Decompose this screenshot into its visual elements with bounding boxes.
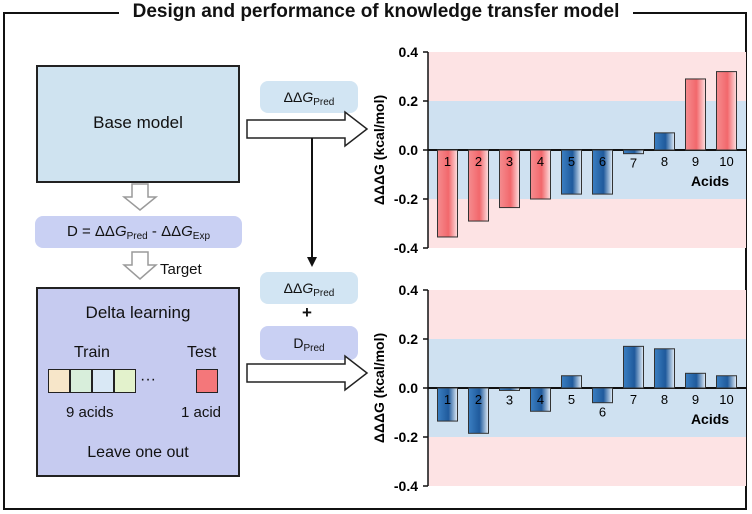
- y-tick-label: 0.4: [399, 282, 419, 298]
- x-axis-label: Acids: [691, 411, 729, 427]
- x-tick-label: 5: [568, 154, 575, 169]
- pred1-g: G: [302, 89, 314, 105]
- d-formula-mid: - ΔΔ: [147, 223, 182, 240]
- bar: [468, 387, 489, 434]
- bar: [685, 78, 706, 151]
- test-label: Test: [187, 344, 217, 361]
- y-tick-label: 0.2: [399, 93, 419, 109]
- pred-box-2: ΔΔGPred: [260, 272, 358, 304]
- bar: [716, 375, 737, 389]
- y-tick-label: -0.4: [394, 240, 418, 256]
- x-tick-label: 10: [719, 154, 733, 169]
- y-axis-label: ΔΔΔG (kcal/mol): [371, 95, 387, 205]
- ellipsis: ···: [140, 371, 156, 388]
- x-tick-label: 7: [630, 392, 637, 407]
- d-formula-sub2: Exp: [192, 231, 211, 242]
- x-tick-label: 2: [475, 392, 482, 407]
- bar: [530, 387, 551, 412]
- bar: [685, 372, 706, 389]
- x-tick-label: 4: [537, 392, 544, 407]
- delta-learning-title: Delta learning: [85, 303, 191, 322]
- y-tick-label: -0.4: [394, 478, 418, 494]
- plus-sign: +: [302, 303, 312, 322]
- down-arrow-1: [121, 183, 159, 211]
- leave-one-out-label: Leave one out: [87, 444, 189, 461]
- x-tick-label: 6: [599, 154, 606, 169]
- dpred-box: DPred: [260, 326, 358, 360]
- x-axis-label: Acids: [691, 173, 729, 189]
- pred2-g: G: [302, 280, 314, 296]
- x-tick-label: 7: [630, 156, 637, 171]
- target-label: Target: [160, 261, 202, 278]
- train-cell: [92, 369, 114, 393]
- x-tick-label: 8: [661, 392, 668, 407]
- x-tick-label: 3: [506, 392, 513, 407]
- bar: [561, 375, 582, 389]
- y-axis-label: ΔΔΔG (kcal/mol): [371, 333, 387, 443]
- test-count: 1 acid: [181, 404, 222, 421]
- chart-bottom: 0.4 0.2 0.0 -0.2 -0.4 ΔΔΔG (kcal/mol) 1 2 3 4 5 6 7 8…: [371, 282, 746, 494]
- bar: [592, 149, 613, 195]
- y-tick-label: 0.4: [399, 44, 419, 60]
- bar: [530, 149, 551, 200]
- bar: [561, 149, 582, 195]
- x-tick-label: 3: [506, 154, 513, 169]
- pred2-prefix: ΔΔ: [283, 280, 303, 296]
- x-tick-label: 5: [568, 392, 575, 407]
- d-formula-g1: G: [114, 223, 127, 240]
- bar: [716, 71, 737, 151]
- y-tick-label: 0.0: [399, 142, 419, 158]
- bar: [499, 387, 520, 391]
- x-tick-label: 6: [599, 405, 606, 420]
- dpred-main: D: [293, 335, 304, 351]
- y-tick-label: 0.0: [399, 380, 419, 396]
- bar: [623, 345, 644, 389]
- chart-top: 0.4 0.2 0.0 -0.2 -0.4 ΔΔΔG (kcal/mol) 1 2 3 4 5 6 7 8…: [371, 44, 746, 256]
- bar: [437, 387, 458, 422]
- bar: [468, 149, 489, 222]
- y-tick-label: 0.2: [399, 331, 419, 347]
- right-arrow-top: [246, 110, 369, 148]
- train-cell: [48, 369, 70, 393]
- x-tick-label: 4: [537, 154, 544, 169]
- d-formula-g2: G: [181, 223, 193, 240]
- dpred-sub: Pred: [303, 343, 325, 354]
- x-tick-label: 9: [692, 154, 699, 169]
- bar: [592, 387, 613, 404]
- train-count: 9 acids: [66, 404, 114, 421]
- train-cell: [114, 369, 136, 393]
- bar: [654, 132, 675, 151]
- d-formula-prefix: D = ΔΔ: [66, 223, 115, 240]
- base-model-box: Base model: [36, 65, 240, 183]
- pred1-sub: Pred: [313, 97, 335, 108]
- pred1-prefix: ΔΔ: [283, 89, 303, 105]
- pred-box-1: ΔΔGPred: [260, 81, 358, 113]
- pred2-sub: Pred: [313, 288, 335, 299]
- x-tick-label: 9: [692, 392, 699, 407]
- x-tick-label: 1: [444, 154, 451, 169]
- train-label: Train: [74, 344, 110, 361]
- x-tick-label: 10: [719, 392, 733, 407]
- right-arrow-bottom: [246, 354, 369, 392]
- bar: [623, 149, 644, 155]
- x-tick-label: 1: [444, 392, 451, 407]
- bar: [654, 348, 675, 389]
- train-cell: [70, 369, 92, 393]
- x-tick-label: 8: [661, 154, 668, 169]
- y-tick-label: -0.2: [394, 429, 418, 445]
- base-model-label: Base model: [93, 113, 183, 132]
- bar: [499, 149, 520, 209]
- d-formula-sub1: Pred: [126, 231, 148, 242]
- figure-title: Design and performance of knowledge tran…: [0, 0, 752, 24]
- x-tick-label: 2: [475, 154, 482, 169]
- d-formula-box: D = ΔΔGPred - ΔΔGExp: [35, 216, 242, 248]
- test-cell: [196, 369, 218, 393]
- bar: [437, 149, 458, 238]
- down-arrow-2: [122, 251, 158, 280]
- y-tick-label: -0.2: [394, 191, 418, 207]
